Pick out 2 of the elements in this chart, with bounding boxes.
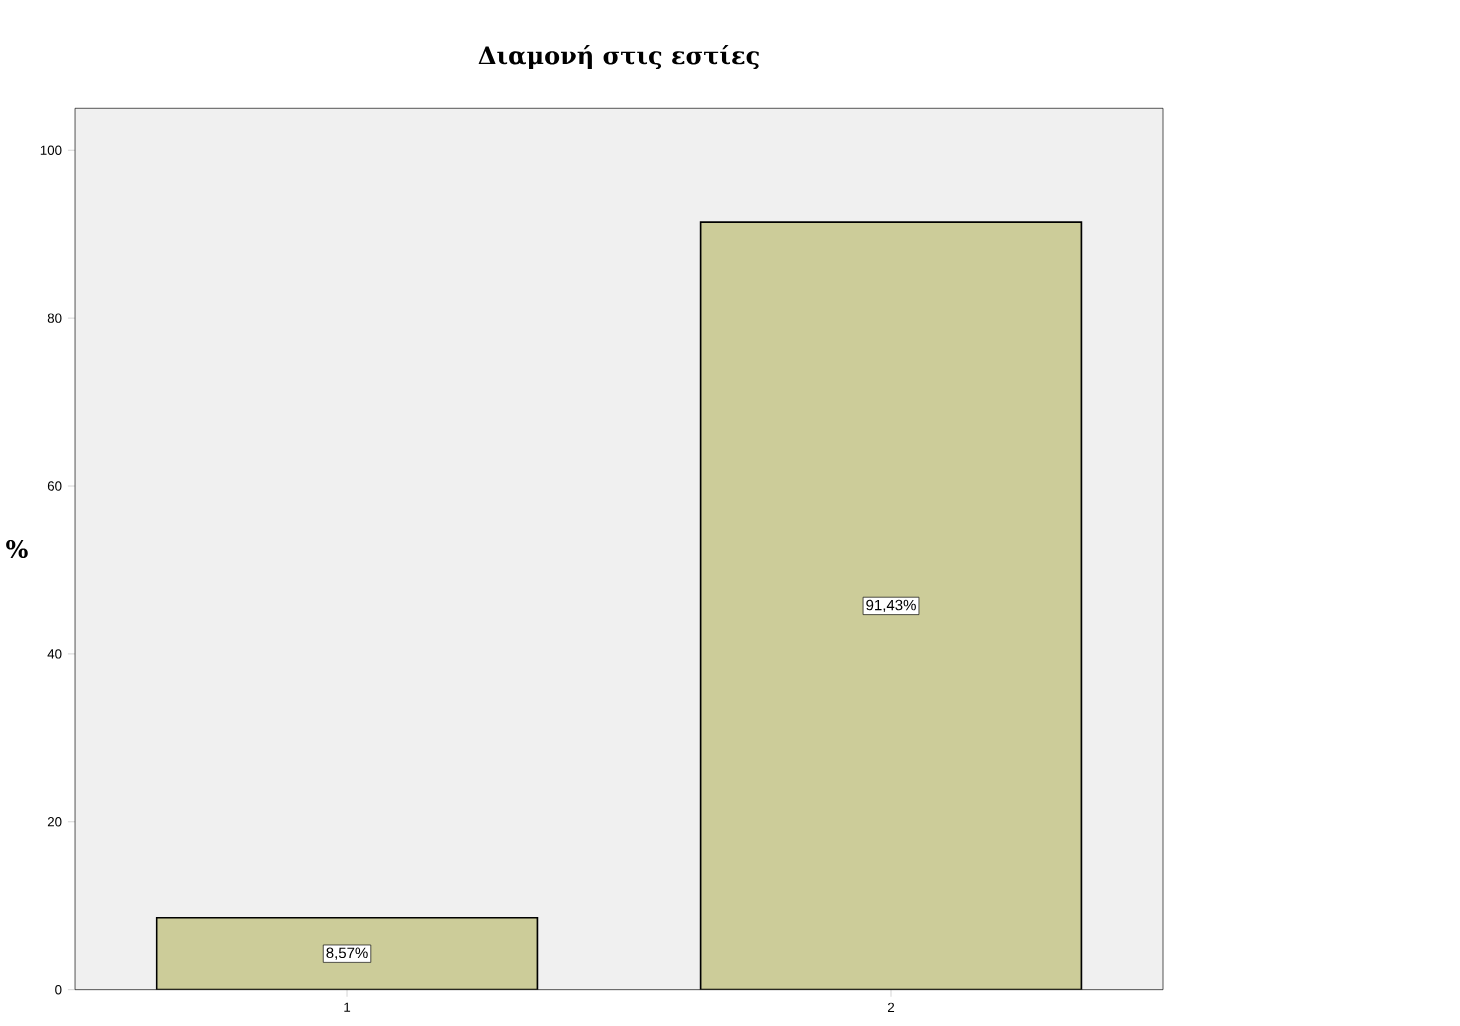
y-axis-title: % bbox=[6, 539, 28, 558]
chart-title: Διαμονή στις εστίες bbox=[478, 44, 759, 69]
